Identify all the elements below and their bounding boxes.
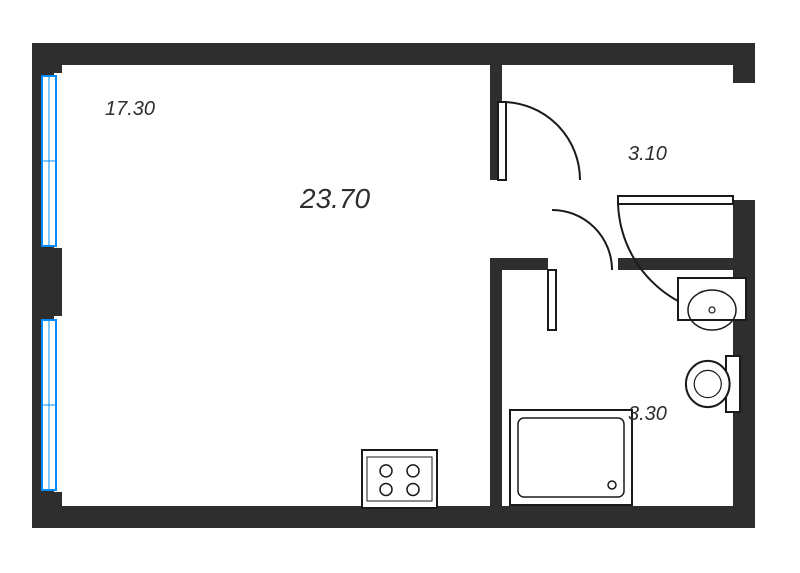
door-leaf-0 — [498, 102, 506, 180]
inner-wall-v2 — [490, 258, 502, 510]
left_pillar_bot — [32, 492, 62, 528]
door-arc-0 — [502, 102, 580, 180]
label-living_area: 17.30 — [105, 98, 155, 120]
floor-plan: 23.70 17.30 3.10 3.30 — [0, 0, 800, 573]
entry-opening — [733, 83, 755, 200]
toilet-bowl — [686, 361, 730, 407]
cooktop — [362, 450, 437, 508]
shower — [510, 410, 632, 505]
left_pillar_mid — [32, 248, 62, 316]
door-leaf-2 — [548, 270, 556, 330]
door-leaf-1 — [618, 196, 733, 204]
label-bath_area: 3.30 — [628, 403, 667, 425]
label-total_area: 23.70 — [299, 183, 370, 214]
label-hall_area: 3.10 — [628, 143, 667, 165]
door-arc-2 — [552, 210, 612, 270]
left_pillar_top — [32, 43, 62, 73]
inner-wall-h1 — [490, 258, 548, 270]
